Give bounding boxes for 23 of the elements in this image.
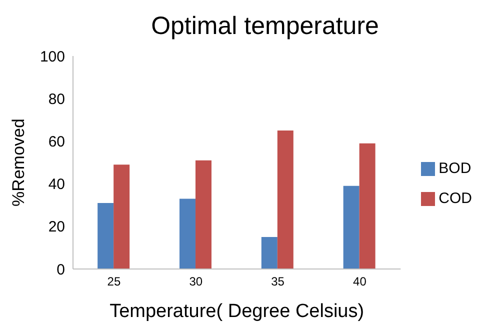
bar bbox=[98, 202, 114, 269]
x-tick-label: 35 bbox=[271, 274, 285, 289]
x-axis-title: Temperature( Degree Celsius) bbox=[110, 301, 364, 322]
y-tick-label: 80 bbox=[48, 90, 65, 108]
x-tick-label: 40 bbox=[353, 274, 367, 289]
x-tick-label: 30 bbox=[189, 274, 203, 289]
y-tick-label: 60 bbox=[48, 134, 65, 151]
bar bbox=[277, 130, 294, 269]
bar bbox=[261, 237, 278, 269]
y-tick-label: 0 bbox=[56, 261, 65, 278]
x-tick-label: 25 bbox=[107, 274, 121, 289]
bar bbox=[359, 143, 376, 269]
y-tick-label: 20 bbox=[48, 218, 65, 236]
chart-title: Optimal temperature bbox=[150, 11, 380, 42]
bar bbox=[179, 198, 196, 269]
y-tick-label: 100 bbox=[40, 48, 65, 66]
legend-label: COD bbox=[438, 190, 472, 207]
y-tick-label: 40 bbox=[48, 176, 65, 194]
y-axis-title: %Removed bbox=[9, 118, 28, 206]
bar bbox=[195, 160, 212, 269]
bar bbox=[343, 186, 360, 269]
bar bbox=[114, 164, 130, 269]
legend-label: BOD bbox=[438, 160, 472, 177]
